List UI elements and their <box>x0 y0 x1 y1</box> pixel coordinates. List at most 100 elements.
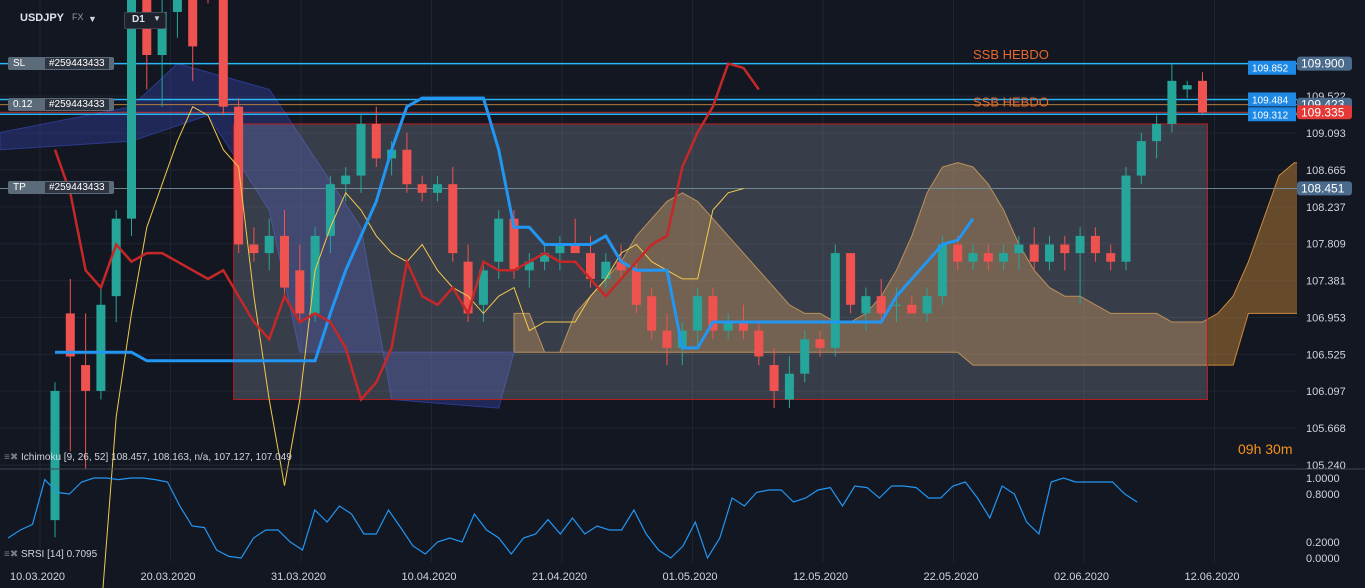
candle-36 <box>601 253 611 288</box>
order-tag-id: #259443433 <box>45 98 109 110</box>
order-tag-0[interactable]: SL #259443433 <box>8 56 114 70</box>
candle-body <box>1106 253 1116 262</box>
candle-32 <box>540 244 550 271</box>
candle-74 <box>1182 80 1192 99</box>
candle-body <box>937 244 947 297</box>
annotation-ssb-hebdo: SSB HEBDO <box>973 47 1049 62</box>
price-tick-label: 105.668 <box>1306 423 1346 435</box>
candle-body <box>249 244 259 254</box>
price-label-box <box>1248 60 1296 75</box>
candle-25 <box>433 175 442 202</box>
candle-body <box>677 330 687 348</box>
candle-body <box>310 235 320 314</box>
candle-47 <box>769 347 779 409</box>
timeframe-label: D1 <box>132 14 145 25</box>
price-tick-label: 109.093 <box>1306 128 1346 140</box>
candle-body <box>417 184 427 193</box>
candle-49 <box>800 330 810 383</box>
candle-63 <box>1014 235 1024 271</box>
candle-body <box>96 304 106 391</box>
candle-16 <box>295 244 305 323</box>
candle-body <box>647 296 657 331</box>
price-tick-label: 108.665 <box>1306 165 1346 177</box>
candle-50 <box>815 330 825 357</box>
candle-68 <box>1090 227 1100 262</box>
candle-body <box>111 218 121 297</box>
srsi-tick-label: 0.8000 <box>1306 489 1340 501</box>
symbol-label[interactable]: USDJPY <box>20 12 65 24</box>
candle-body <box>325 184 335 236</box>
candle-body <box>586 253 595 279</box>
ichimoku-legend: ≡✖ Ichimoku [9, 26, 52] 108.457, 108.163… <box>4 452 292 463</box>
candle-body <box>1060 244 1070 254</box>
candle-2 <box>81 313 91 469</box>
date-tick-label: 22.05.2020 <box>924 571 979 583</box>
legend-menu-icon[interactable]: ≡✖ <box>4 452 19 463</box>
candle-body <box>1090 235 1100 254</box>
candle-body <box>172 0 182 12</box>
date-tick-label: 12.05.2020 <box>793 571 848 583</box>
timeframe-selector[interactable]: D1 ▼ <box>124 12 166 29</box>
candle-body <box>264 235 274 254</box>
candle-body <box>892 304 901 306</box>
candle-body <box>478 270 488 305</box>
candle-20 <box>356 115 366 193</box>
candle-body <box>846 253 856 305</box>
candle-51 <box>830 244 840 357</box>
candle-body <box>1014 244 1024 254</box>
candle-body <box>570 244 580 254</box>
candle-body <box>218 0 228 107</box>
order-tag-label: SL <box>13 57 26 69</box>
candle-body <box>295 270 305 314</box>
candle-body <box>861 296 871 314</box>
candle-body <box>433 184 442 193</box>
candle-3 <box>96 287 106 400</box>
date-tick-label: 20.03.2020 <box>141 571 196 583</box>
legend-menu-icon[interactable]: ≡✖ <box>4 549 19 560</box>
order-tag-1[interactable]: 0.12 #259443433 <box>8 97 114 111</box>
date-tick-label: 01.05.2020 <box>663 571 718 583</box>
range-rectangle <box>233 123 1209 401</box>
candle-70 <box>1121 166 1131 271</box>
candle-body <box>631 270 641 305</box>
candle-body <box>769 365 779 391</box>
candle-body <box>356 123 366 176</box>
candle-body <box>1029 244 1039 262</box>
srsi-name: SRSI <box>21 549 45 560</box>
price-label-box <box>1297 105 1352 120</box>
candle-body <box>983 253 993 262</box>
candle-body <box>157 11 167 55</box>
candle-19 <box>341 166 351 202</box>
candle-57 <box>922 287 932 323</box>
price-axis <box>1297 0 1365 470</box>
price-label-value: 109.900 <box>1301 57 1345 71</box>
market-label: FX <box>72 12 84 22</box>
candle-body <box>402 149 412 185</box>
order-tag-2[interactable]: TP #259443433 <box>8 181 114 195</box>
candle-body <box>830 253 840 348</box>
candle-71 <box>1136 132 1146 185</box>
ichimoku-values: 108.457, 108.163, n/a, 107.127, 107.049 <box>111 452 292 463</box>
candle-39 <box>647 287 657 340</box>
candle-body <box>662 330 672 348</box>
candle-43 <box>708 287 718 340</box>
candle-54 <box>876 278 886 323</box>
candle-body <box>907 304 917 314</box>
candle-73 <box>1167 63 1177 133</box>
symbol-dropdown-icon[interactable]: ▼ <box>88 14 97 24</box>
candle-body <box>1136 141 1146 176</box>
candle-body <box>341 175 351 185</box>
candle-body <box>509 218 519 271</box>
candle-24 <box>417 175 427 202</box>
price-label-value: 109.852 <box>1252 64 1289 75</box>
candle-body <box>50 390 60 521</box>
candle-body <box>1075 235 1085 254</box>
candle-body <box>188 0 198 47</box>
date-tick-label: 31.03.2020 <box>271 571 326 583</box>
candle-body <box>555 244 565 254</box>
price-tick-label: 108.237 <box>1306 202 1346 214</box>
candle-33 <box>555 235 565 271</box>
candle-body <box>448 184 458 254</box>
price-tick-label: 106.097 <box>1306 386 1346 398</box>
